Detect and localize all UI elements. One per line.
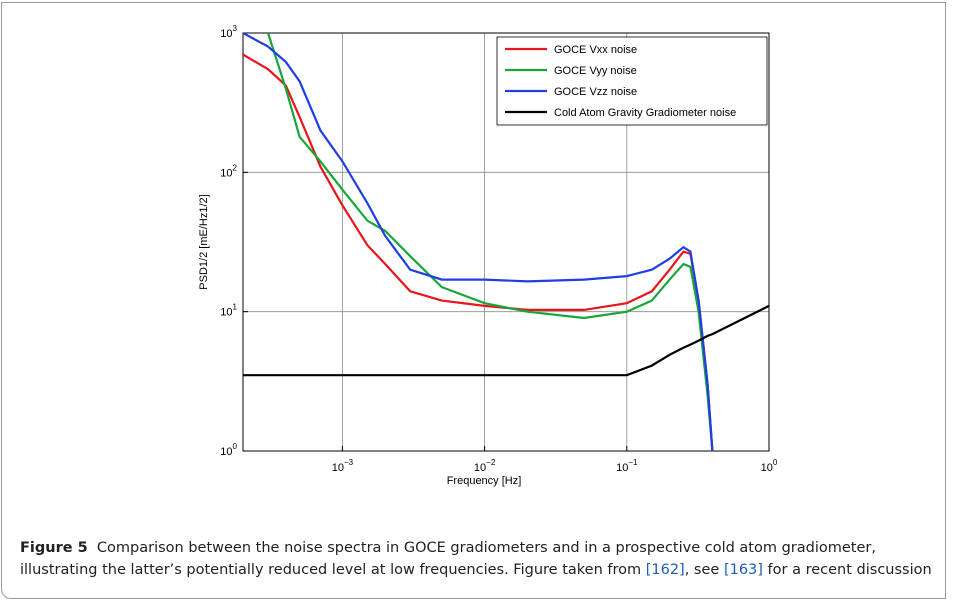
x-axis-label: Frequency [Hz] xyxy=(447,475,522,487)
caption-text: for a recent discussion xyxy=(763,562,932,578)
caption-label: Figure 5 xyxy=(20,540,88,556)
tick-label: 102 xyxy=(220,163,237,179)
tick-label: 10−2 xyxy=(474,458,496,474)
tick-label-base: 10 xyxy=(220,307,232,319)
tick-label-exponent: −3 xyxy=(344,458,354,467)
tick-label: 103 xyxy=(220,24,237,40)
tick-label: 100 xyxy=(761,458,778,474)
tick-label-base: 10 xyxy=(220,446,232,458)
tick-label-exponent: −2 xyxy=(486,458,496,467)
tick-label-exponent: 3 xyxy=(233,24,238,33)
y-axis-label: PSD1/2 [mE/Hz1/2] xyxy=(198,194,210,289)
legend-label: GOCE Vxx noise xyxy=(554,44,637,56)
tick-label-exponent: 1 xyxy=(233,303,238,312)
tick-label-base: 10 xyxy=(761,462,773,474)
reference[interactable]: [162] xyxy=(646,562,685,578)
tick-label: 10−3 xyxy=(332,458,354,474)
tick-label-exponent: −1 xyxy=(628,458,638,467)
reference[interactable]: [163] xyxy=(724,562,763,578)
tick-label-base: 10 xyxy=(474,462,486,474)
tick-label-exponent: 0 xyxy=(773,458,778,467)
tick-label-base: 10 xyxy=(220,167,232,179)
tick-label-base: 10 xyxy=(332,462,344,474)
tick-label: 100 xyxy=(220,442,237,458)
chart: Frequency [Hz] PSD1/2 [mE/Hz1/2] 10−310−… xyxy=(0,0,957,530)
tick-label: 10−1 xyxy=(616,458,638,474)
tick-label: 101 xyxy=(220,303,237,319)
tick-label-exponent: 2 xyxy=(233,163,238,172)
legend-label: Cold Atom Gravity Gradiometer noise xyxy=(554,107,736,119)
tick-label-base: 10 xyxy=(220,28,232,40)
legend-label: GOCE Vzz noise xyxy=(554,86,637,98)
caption-text: , see xyxy=(685,562,724,578)
tick-label-base: 10 xyxy=(616,462,628,474)
series-line xyxy=(243,306,769,375)
legend-label: GOCE Vyy noise xyxy=(554,65,637,77)
caption: Figure 5 Comparison between the noise sp… xyxy=(20,537,935,581)
tick-label-exponent: 0 xyxy=(233,442,238,451)
